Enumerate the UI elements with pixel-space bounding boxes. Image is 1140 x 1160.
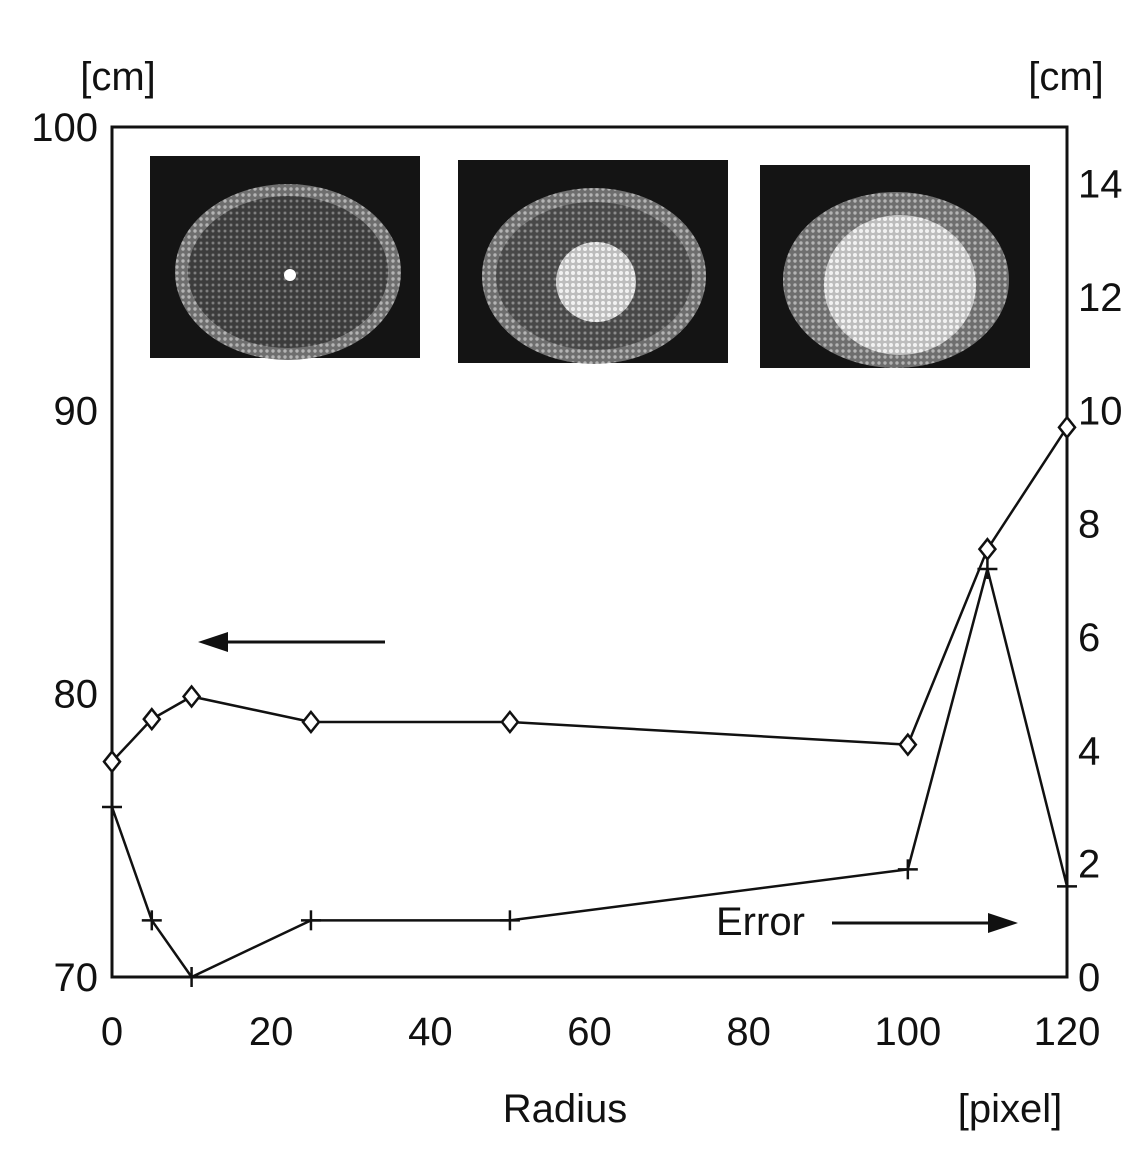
x-tick-label-1: 20: [249, 1010, 294, 1054]
data-point-estimate-0: [102, 749, 122, 774]
x-tick-label-6: 120: [1034, 1010, 1101, 1054]
x-tick-label-0: 0: [101, 1010, 123, 1054]
series-estimate: [102, 415, 1077, 774]
right-y-tick-label-4: 8: [1078, 503, 1100, 547]
right-axis-arrow: [832, 913, 1018, 933]
x-tick-label-5: 100: [874, 1010, 941, 1054]
phantom-medium-core-image: [458, 160, 728, 364]
x-tick-label-2: 40: [408, 1010, 453, 1054]
x-axis-title: Radius: [503, 1087, 628, 1131]
phantom-large-core-image: [760, 165, 1030, 368]
right-y-tick-label-2: 4: [1078, 729, 1100, 773]
error-label: Error: [716, 900, 805, 944]
x-tick-label-4: 80: [726, 1010, 771, 1054]
x-tick-label-3: 60: [567, 1010, 612, 1054]
left-y-unit: [cm]: [80, 55, 156, 99]
data-point-estimate-7: [1057, 415, 1077, 440]
series-error: [102, 559, 1077, 987]
left-y-tick-label-3: 100: [31, 106, 98, 150]
left-y-tick-label-0: 70: [54, 956, 99, 1000]
data-point-estimate-4: [500, 709, 520, 735]
data-point-estimate-2: [181, 684, 202, 709]
right-y-tick-label-6: 12: [1078, 276, 1123, 320]
left-y-tick-label-1: 80: [54, 673, 99, 717]
data-point-error-6: [977, 559, 998, 579]
data-point-error-2: [181, 967, 202, 987]
right-y-tick-label-1: 2: [1078, 843, 1100, 887]
right-y-tick-label-3: 6: [1078, 616, 1100, 660]
x-axis-unit: [pixel]: [958, 1087, 1063, 1131]
data-point-error-5: [897, 859, 918, 880]
left-y-tick-label-2: 90: [54, 389, 99, 433]
left-axis-arrow: [198, 632, 385, 652]
data-point-error-7: [1057, 876, 1077, 897]
data-point-error-3: [300, 910, 321, 931]
phantom-small-core-image: [150, 156, 420, 360]
data-point-error-4: [499, 910, 520, 931]
right-y-tick-label-5: 10: [1078, 389, 1123, 433]
right-y-tick-label-7: 14: [1078, 163, 1123, 207]
left-y-axis-ticks: 70 80 90 100: [31, 106, 98, 1000]
plot-frame: [110, 125, 1069, 979]
right-y-tick-label-0: 0: [1078, 956, 1100, 1000]
series-line-estimate: [111, 426, 1069, 763]
data-point-error-1: [141, 910, 162, 931]
data-point-error-0: [102, 797, 122, 817]
series-line-error: [110, 568, 1069, 979]
right-y-axis-ticks: 0 2 4 6 8 10 12 14: [1078, 163, 1123, 1000]
x-axis-ticks: 0 20 40 60 80 100 120: [101, 1010, 1101, 1054]
data-point-estimate-3: [301, 709, 321, 735]
data-point-estimate-5: [898, 732, 918, 757]
data-point-estimate-1: [142, 707, 162, 732]
right-y-unit: [cm]: [1028, 55, 1104, 99]
